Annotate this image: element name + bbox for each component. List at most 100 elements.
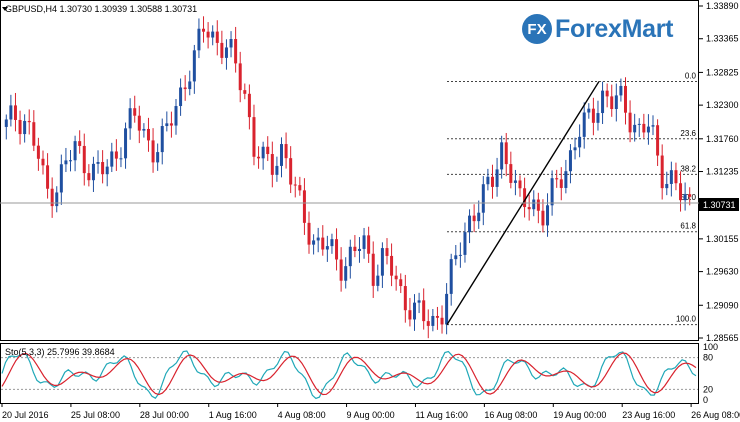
candle-body [481,184,485,213]
time-tick-label: 25 Jul 08:00 [71,410,120,420]
candle-body [82,145,86,174]
candle-body [78,141,82,146]
stoch-tick-label: 80 [703,353,713,363]
time-tick-label: 16 Aug 08:00 [484,410,537,420]
candle-body [477,212,481,222]
candle-body [426,321,430,326]
candle-body [339,259,343,281]
candle-body [637,123,641,125]
candle-body [279,144,283,166]
collapse-arrow-icon[interactable] [2,7,8,11]
candle-body [188,81,192,90]
candle-body [380,248,384,276]
candle-body [610,96,614,110]
candle-body [601,90,605,114]
candle-body [91,163,95,181]
candle-body [394,275,398,280]
candle-body [41,158,45,166]
candle-body [669,170,673,184]
candle-body [536,199,540,211]
candle-body [513,180,517,183]
time-tick-label: 1 Aug 16:00 [209,410,257,420]
candle-body [23,120,27,135]
candle-body [69,160,73,162]
candle-body [284,144,288,159]
time-tick-label: 26 Aug 08:00 [691,410,740,420]
time-tick-label: 11 Aug 16:00 [415,410,467,420]
candle-body [325,246,329,250]
time-tick-label: 4 Aug 08:00 [278,410,326,420]
candle-body [683,194,687,201]
candle-body [633,124,637,133]
candle-body [587,108,591,113]
candle-body [504,142,508,165]
candle-body [596,113,600,123]
indicator-header: Sto(5,3,3) 25.7996 39.8684 [5,347,115,357]
candle-body [445,293,449,325]
candle-body [211,31,215,38]
candle-body [688,194,692,197]
candle-body [403,286,407,311]
candle-body [321,237,325,250]
candle-body [509,164,513,183]
candle-body [642,123,646,133]
current-price-label: 1.30731 [703,200,736,210]
candle-body [289,158,293,185]
candle-body [486,176,490,185]
candle-body [234,38,238,64]
candle-body [197,28,201,51]
candle-body [582,112,586,137]
time-tick-label: 28 Jul 00:00 [140,410,189,420]
candle-body [573,147,577,151]
candle-body [390,255,394,276]
price-tick-label: 1.29630 [706,267,739,277]
candle-body [270,154,274,175]
price-tick-label: 1.29090 [706,300,739,310]
candle-body [124,128,128,159]
candle-body [257,156,261,159]
current-price-box [699,198,739,211]
candle-body [619,85,623,96]
candle-body [179,87,183,107]
candle-body [623,85,627,113]
candle-body [119,158,123,160]
candle-body [32,122,36,146]
forexmart-logo: FX ForexMart [522,14,673,44]
candle-body [550,178,554,206]
candle-body [472,215,476,222]
time-tick-label: 20 Jul 2016 [2,410,49,420]
candle-body [64,160,68,165]
fib-level-label: 100.0 [676,315,697,324]
price-tick-label: 1.28565 [706,333,739,343]
logo-text: ForexMart [555,14,674,43]
candle-body [9,105,13,120]
candle-body [454,255,458,260]
price-tick-label: 1.32300 [706,100,739,110]
candle-body [312,240,316,245]
candle-body [518,180,522,189]
candle-body [206,31,210,38]
stochastic-levels [1,357,698,390]
candle-body [156,152,160,163]
candle-body [362,235,366,249]
candle-body [174,106,178,126]
candle-body [261,146,265,159]
time-axis: 20 Jul 2016 25 Jul 08:00 28 Jul 00:00 1 Aug… [1,403,740,420]
candle-body [183,87,187,90]
candle-body [546,205,550,226]
candle-body [646,126,650,133]
price-tick-label: 1.30155 [706,234,739,244]
stoch-tick-label: 20 [703,384,713,394]
candle-body [4,119,8,127]
candle-body [18,119,22,135]
candle-body [399,279,403,287]
candle-body [357,248,361,252]
stoch-tick-label: 0 [703,395,708,405]
candle-body [165,123,169,127]
candle-body [376,275,380,286]
candle-body [463,232,467,255]
fib-level-label: 50.0 [680,193,696,202]
candle-body [628,112,632,133]
